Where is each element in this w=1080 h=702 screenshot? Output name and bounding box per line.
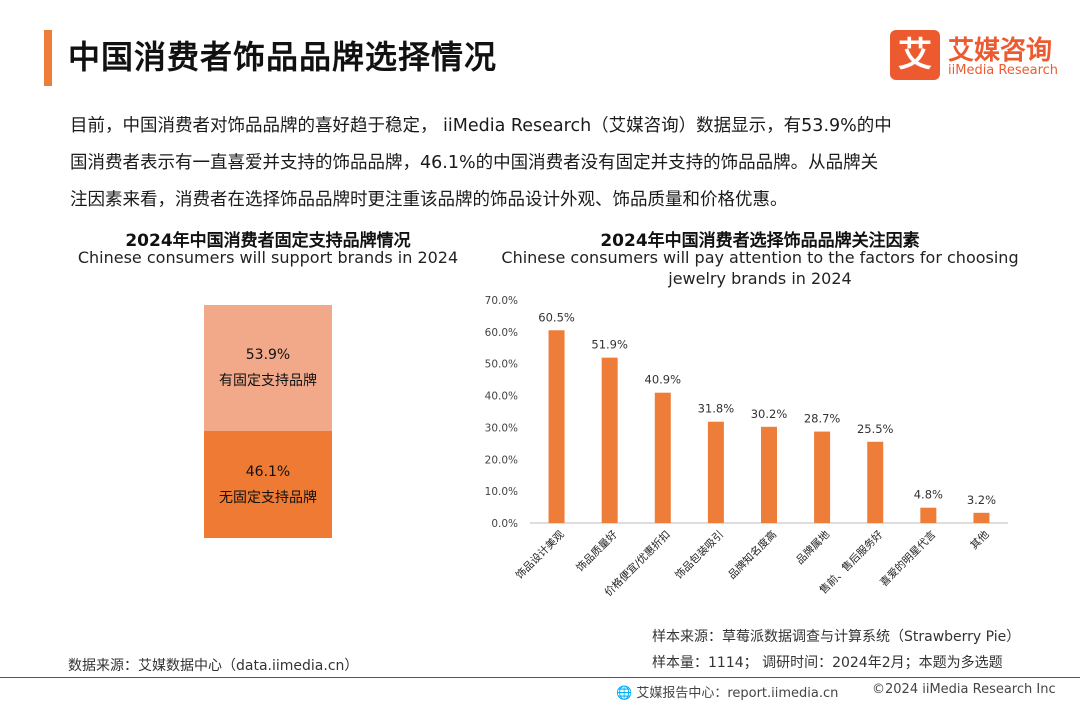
x-category-label: 品牌知名度高 — [725, 528, 779, 582]
left-data-source: 数据来源：艾媒数据中心（data.iimedia.cn） — [68, 658, 359, 674]
bar-value-label: 3.2% — [967, 493, 996, 507]
stacked-segment-not-supported: 46.1% 无固定支持品牌 — [204, 431, 332, 538]
x-category-label: 品牌属地 — [793, 528, 832, 567]
x-category-label: 其他 — [968, 528, 992, 552]
footer-copyright: ©2024 iiMedia Research Inc — [872, 682, 1056, 697]
y-tick-label: 30.0% — [485, 422, 518, 434]
bar-value-label: 4.8% — [914, 488, 943, 502]
intro-paragraph: 目前，中国消费者对饰品品牌的喜好趋于稳定， iiMedia Research（艾… — [70, 108, 1030, 219]
sample-source: 样本来源：草莓派数据调查与计算系统（Strawberry Pie） — [652, 629, 1021, 645]
footer-divider — [0, 677, 1080, 678]
bar — [920, 507, 937, 523]
bar — [973, 512, 990, 523]
y-tick-label: 50.0% — [485, 359, 518, 371]
y-tick-label: 70.0% — [485, 295, 518, 307]
bar — [548, 330, 565, 523]
x-category-label: 饰品质量好 — [573, 528, 620, 575]
footer-report-center-text: 艾媒报告中心：report.iimedia.cn — [636, 686, 839, 701]
x-category-label: 饰品设计美观 — [513, 528, 567, 582]
bar — [814, 431, 831, 523]
right-chart-subtitle-line-1: Chinese consumers will pay attention to … — [501, 248, 1019, 267]
x-category-label: 喜爱的明星代言 — [877, 528, 938, 589]
left-chart-subtitle: Chinese consumers will support brands in… — [77, 248, 459, 267]
sample-size: 样本量：1114； 调研时间：2024年2月；本题为多选题 — [652, 655, 1003, 671]
left-chart-title: 2024年中国消费者固定支持品牌情况 — [125, 231, 411, 251]
y-tick-label: 60.0% — [485, 327, 518, 339]
segment-supported-label: 有固定支持品牌 — [219, 373, 317, 389]
intro-line-2: 国消费者表示有一直喜爱并支持的饰品品牌，46.1%的中国消费者没有固定并支持的饰… — [70, 153, 879, 173]
brand-logo: 艾 艾媒咨询 iiMedia Research — [890, 28, 1060, 82]
y-tick-label: 20.0% — [485, 454, 518, 466]
segment-not-supported-value: 46.1% — [245, 463, 291, 480]
bar — [707, 421, 724, 523]
y-tick-label: 10.0% — [485, 486, 518, 498]
bar — [654, 392, 671, 523]
stacked-segment-supported: 53.9% 有固定支持品牌 — [204, 305, 332, 431]
segment-supported-value: 53.9% — [245, 347, 291, 363]
bar — [867, 441, 884, 523]
page-title: 中国消费者饰品品牌选择情况 — [68, 38, 498, 76]
footer-report-center: 🌐 艾媒报告中心：report.iimedia.cn — [616, 682, 838, 701]
x-category-label: 饰品包装吸引 — [672, 528, 726, 582]
title-accent-bar — [44, 30, 52, 86]
bar-value-label: 25.5% — [857, 422, 894, 436]
bar-value-label: 31.8% — [698, 402, 735, 416]
right-chart-subtitle-line-2: jewelry brands in 2024 — [668, 269, 852, 288]
bar — [761, 426, 777, 523]
bar-value-label: 60.5% — [538, 310, 575, 324]
bar-value-label: 28.7% — [804, 412, 841, 426]
right-chart-subtitle: Chinese consumers will pay attention to … — [470, 247, 1050, 289]
y-tick-label: 40.0% — [485, 391, 518, 403]
segment-not-supported-label: 无固定支持品牌 — [219, 489, 317, 506]
logo-mark-icon: 艾 — [890, 30, 940, 80]
factor-bar-chart: 0.0% 10.0% 20.0% 30.0% 40.0% 50.0% 60.0% 70.0% 6… — [485, 295, 1008, 599]
bar — [601, 357, 618, 523]
logo-cn-text: 艾媒咨询 — [948, 36, 1053, 66]
globe-icon: 🌐 — [616, 686, 633, 701]
y-tick-label: 0.0% — [491, 518, 518, 530]
intro-line-1: 目前，中国消费者对饰品品牌的喜好趋于稳定， iiMedia Research（艾… — [70, 116, 892, 136]
bar-value-label: 51.9% — [591, 338, 628, 352]
bar-value-label: 30.2% — [751, 407, 788, 421]
right-chart-title: 2024年中国消费者选择饰品品牌关注因素 — [600, 231, 920, 251]
intro-line-3: 注因素来看，消费者在选择饰品品牌时更注重该品牌的饰品设计外观、饰品质量和价格优惠… — [70, 190, 788, 210]
bar-value-label: 40.9% — [645, 373, 682, 387]
logo-en-text: iiMedia Research — [948, 63, 1059, 78]
